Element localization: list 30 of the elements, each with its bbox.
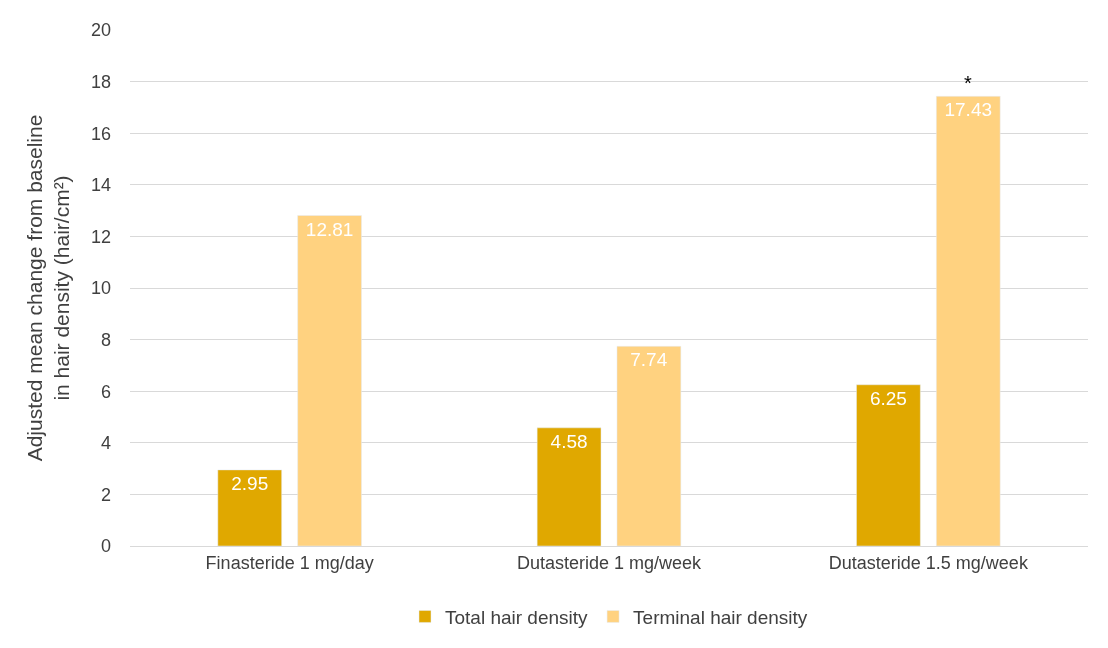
bar: [936, 96, 1001, 546]
y-tick-label: 6: [100, 381, 111, 402]
y-tick-label: 0: [100, 536, 111, 557]
y-tick-label: 4: [100, 433, 111, 454]
bar: [616, 346, 682, 546]
x-tick-label: Dutasteride 1.5 mg/week: [828, 552, 1029, 573]
bar: [856, 384, 921, 546]
data-label: 2.95: [231, 472, 269, 494]
data-label: 6.25: [869, 387, 907, 409]
y-tick-label: 16: [90, 123, 111, 144]
y-tick-label: 12: [90, 226, 111, 247]
y-axis-title: Adjusted mean change from baseline in hair density (hair/cm²): [22, 114, 74, 462]
data-label: 4.58: [550, 430, 588, 452]
legend-label: Total hair density: [445, 606, 589, 628]
bar: [536, 427, 602, 546]
bar: [297, 215, 362, 546]
data-label: 17.43: [944, 99, 993, 121]
y-tick-label: 18: [90, 71, 111, 92]
y-tick-label: 20: [90, 20, 111, 41]
y-tick-label: 8: [100, 329, 111, 350]
data-label: 12.81: [305, 218, 354, 240]
x-tick-label: Finasteride 1 mg/day: [205, 552, 374, 573]
annotation: *: [964, 72, 972, 94]
x-tick-label: Dutasteride 1 mg/week: [516, 552, 703, 573]
y-tick-label: 14: [90, 175, 111, 196]
y-tick-label: 10: [90, 278, 111, 299]
y-tick-label: 2: [100, 484, 111, 505]
legend-label: Terminal hair density: [633, 606, 808, 628]
data-label: 7.74: [630, 349, 668, 371]
bar: [217, 469, 282, 546]
